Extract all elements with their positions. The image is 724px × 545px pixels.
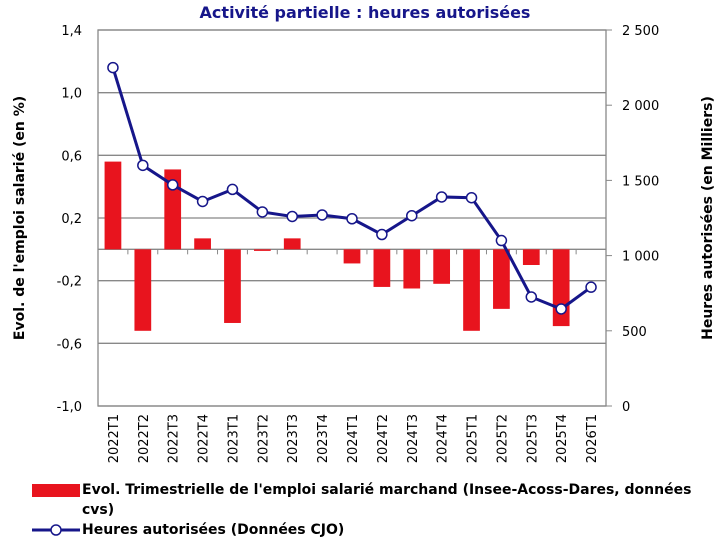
x-tick-label: 2023T2 xyxy=(256,414,271,463)
y2-axis-title: Heures autorisées (en Milliers) xyxy=(700,96,716,340)
legend-line-label: Heures autorisées (Données CJO) xyxy=(82,522,345,538)
x-tick-label: 2023T3 xyxy=(286,414,301,463)
y2-tick-label: 0 xyxy=(622,400,630,415)
bar xyxy=(134,249,152,331)
line-marker xyxy=(107,61,119,74)
y-tick-label: -0,6 xyxy=(57,337,82,352)
x-tick-label: 2024T1 xyxy=(346,414,361,463)
bar xyxy=(164,169,182,250)
y2-tick-label: 2 000 xyxy=(622,99,659,114)
line-marker xyxy=(286,210,298,223)
y-tick-label: 0,2 xyxy=(61,212,82,227)
bar xyxy=(104,161,122,250)
x-tick-label: 2025T2 xyxy=(495,414,510,463)
bar xyxy=(224,249,241,323)
line-marker xyxy=(226,183,239,196)
bar xyxy=(493,249,510,309)
x-tick-label: 2024T4 xyxy=(436,414,451,463)
x-tick-label: 2024T2 xyxy=(376,414,391,463)
y-axis-title: Evol. de l'emploi salarié (en %) xyxy=(12,96,28,340)
line-marker xyxy=(346,213,358,225)
x-tick-label: 2022T3 xyxy=(167,414,182,463)
bar xyxy=(194,238,211,250)
line-marker xyxy=(495,234,508,247)
y2-tick-label: 1 500 xyxy=(622,174,659,189)
bar xyxy=(433,249,451,284)
line-marker xyxy=(256,206,269,218)
bar xyxy=(283,238,301,250)
line-marker xyxy=(555,303,567,315)
x-tick-label: 2025T4 xyxy=(555,414,570,463)
y-tick-label: 1,4 xyxy=(61,24,82,39)
line-marker xyxy=(376,228,388,241)
line-marker xyxy=(316,209,328,221)
line-marker xyxy=(465,191,478,204)
y2-tick-label: 2 500 xyxy=(622,24,659,39)
x-tick-label: 2025T1 xyxy=(466,414,481,463)
line-marker xyxy=(166,179,179,191)
y-tick-label: 0,6 xyxy=(61,149,82,164)
y2-tick-label: 500 xyxy=(622,325,647,340)
legend-bar-label: Evol. Trimestrielle de l'emploi salarié … xyxy=(82,482,692,518)
x-tick-label: 2023T4 xyxy=(316,414,331,463)
x-tick-label: 2024T3 xyxy=(406,414,421,463)
y2-tick-label: 1 000 xyxy=(622,250,659,265)
bar xyxy=(403,249,421,289)
x-tick-label: 2026T1 xyxy=(585,414,600,463)
bar xyxy=(463,249,480,331)
line xyxy=(111,67,592,311)
line-marker xyxy=(585,281,597,293)
x-tick-label: 2023T1 xyxy=(226,414,241,463)
line-marker xyxy=(196,195,209,208)
line-marker xyxy=(406,209,418,222)
bar xyxy=(373,249,391,287)
x-tick-label: 2022T1 xyxy=(107,414,122,463)
y-tick-label: -1,0 xyxy=(57,400,82,415)
bar xyxy=(253,249,271,251)
y-tick-label: -0,2 xyxy=(57,275,82,290)
plot-frame xyxy=(97,29,607,407)
chart-title: Activité partielle : heures autorisées xyxy=(200,3,531,22)
bar xyxy=(522,249,540,265)
legend-swatch xyxy=(32,484,80,497)
line-marker xyxy=(435,191,448,203)
legend-swatch xyxy=(50,524,62,536)
line-marker xyxy=(137,159,149,172)
y-tick-label: 1,0 xyxy=(61,87,82,102)
bar xyxy=(343,249,361,264)
x-tick-label: 2022T4 xyxy=(197,414,212,463)
line-marker xyxy=(525,291,538,303)
x-tick-label: 2025T3 xyxy=(525,414,540,463)
x-tick-label: 2022T2 xyxy=(137,414,152,463)
